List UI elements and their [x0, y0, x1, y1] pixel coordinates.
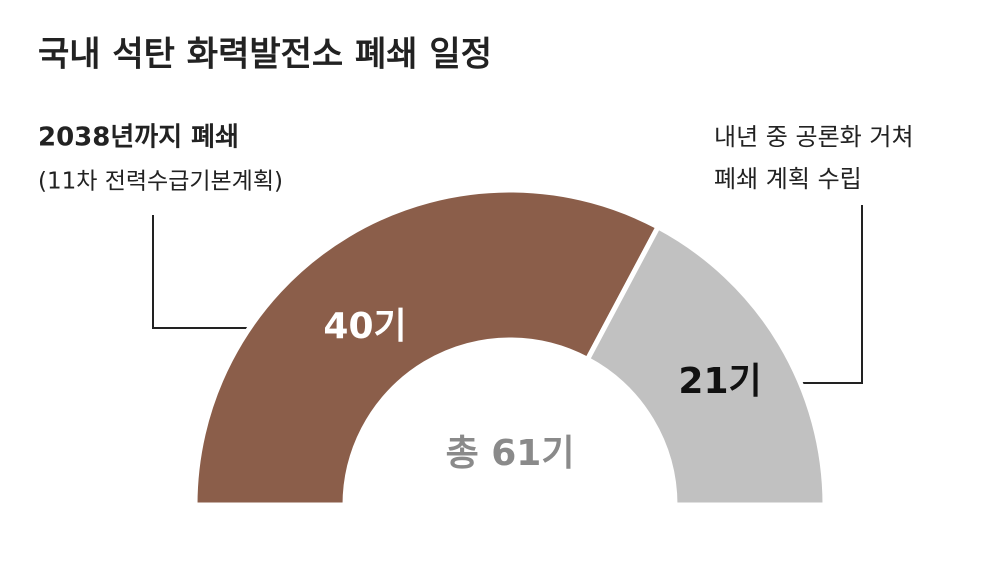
sector [192, 187, 662, 508]
annotation: 내년 중 공론화 거쳐 [714, 123, 914, 151]
value-label: 21기 [678, 361, 761, 402]
total-label: 총 61기 [446, 433, 575, 474]
annotation: 2038년까지 폐쇄 [38, 123, 239, 153]
annotation: (11차 전력수급기본계획) [38, 169, 283, 195]
sector [584, 223, 828, 508]
annotation: 폐쇄 계획 수립 [714, 165, 862, 193]
chart-title: 국내 석탄 화력발전소 폐쇄 일정 [38, 35, 492, 75]
value-label: 40기 [323, 306, 406, 347]
